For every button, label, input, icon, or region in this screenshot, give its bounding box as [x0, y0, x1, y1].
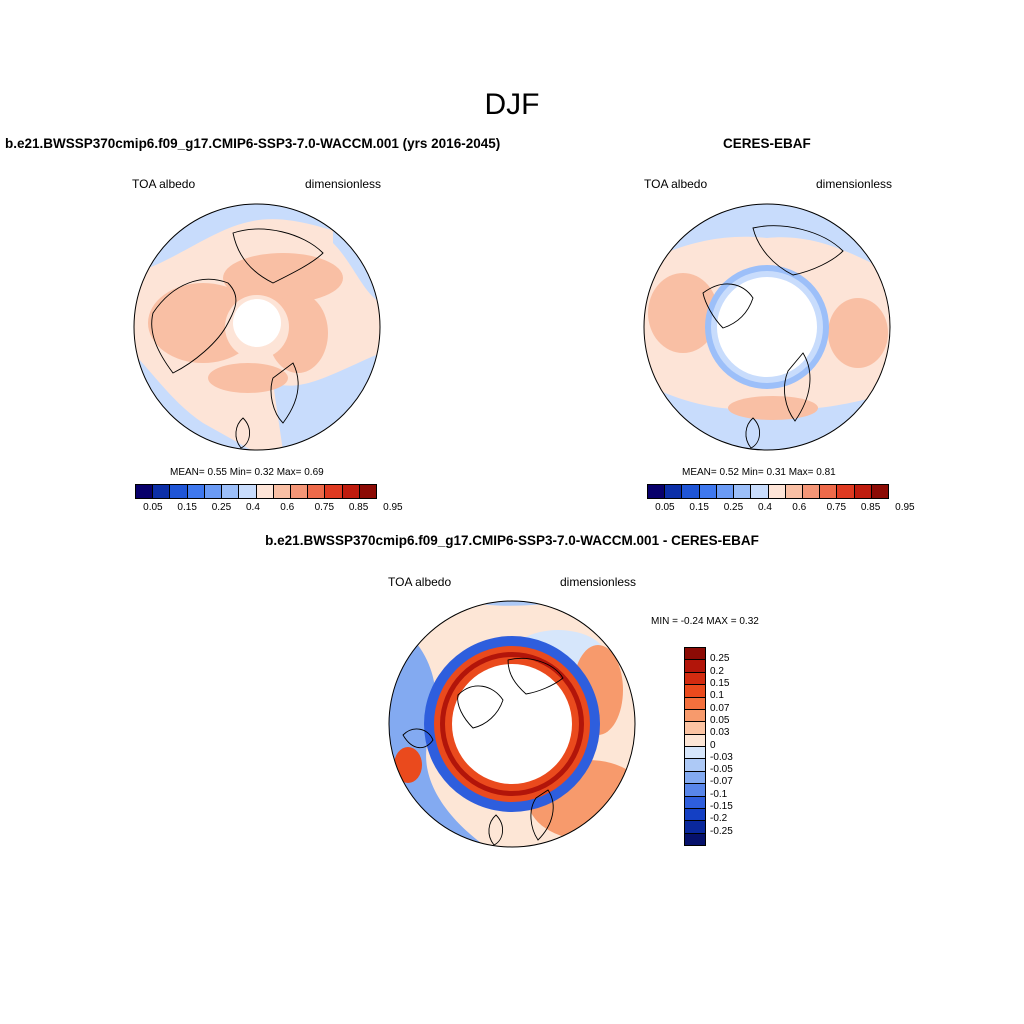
- colorbar-swatch: [685, 796, 705, 809]
- colorbar-tick-label: -0.25: [710, 825, 733, 837]
- colorbar-swatch: [685, 722, 705, 735]
- colorbar-swatch: [685, 648, 705, 661]
- colorbar-swatch: [170, 485, 188, 498]
- panel3-minmax: MIN = -0.24 MAX = 0.32: [651, 616, 759, 627]
- panel1-colorbar: [135, 484, 377, 499]
- panel2-variable: TOA albedo: [644, 177, 708, 191]
- colorbar-swatch: [854, 485, 872, 498]
- colorbar-swatch: [685, 660, 705, 673]
- colorbar-swatch: [153, 485, 171, 498]
- colorbar-swatch: [685, 747, 705, 760]
- colorbar-tick-label: -0.03: [710, 751, 733, 763]
- colorbar-tick-label: 0.07: [710, 702, 730, 714]
- panel2-units: dimensionless: [816, 177, 893, 191]
- colorbar-swatch: [325, 485, 343, 498]
- colorbar-swatch: [187, 485, 205, 498]
- colorbar-swatch: [685, 709, 705, 723]
- colorbar-tick-label: 0.15: [710, 677, 730, 689]
- panel3-units: dimensionless: [560, 575, 637, 589]
- colorbar-swatch: [136, 485, 154, 498]
- colorbar-tick-label: 0.25: [710, 653, 730, 665]
- colorbar-swatch: [685, 759, 705, 772]
- colorbar-swatch: [342, 485, 360, 498]
- colorbar-tick-label: 0.1: [710, 690, 724, 702]
- panel3-colorbar-labels: 0.25 0.2 0.15 0.1 0.07 0.05 0.03 0 -0.03 -0.05 -0.…: [710, 647, 770, 844]
- colorbar-tick-label: 0: [710, 739, 716, 751]
- colorbar-tick-label: 0.4: [246, 502, 260, 513]
- colorbar-swatch: [273, 485, 291, 498]
- colorbar-tick-label: -0.07: [710, 776, 733, 788]
- colorbar-swatch: [648, 485, 666, 498]
- colorbar-swatch: [768, 485, 786, 498]
- colorbar-tick-label: 0.25: [723, 502, 744, 513]
- colorbar-swatch: [685, 672, 705, 686]
- panel1-units: dimensionless: [305, 177, 382, 191]
- colorbar-swatch: [685, 821, 705, 834]
- colorbar-tick-label: 0.4: [758, 502, 772, 513]
- panel3-title: b.e21.BWSSP370cmip6.f09_g17.CMIP6-SSP3-7…: [265, 533, 759, 548]
- colorbar-swatch: [204, 485, 223, 498]
- colorbar-swatch: [685, 784, 705, 797]
- colorbar-tick-label: -0.2: [710, 813, 728, 825]
- colorbar-tick-label: 0.25: [211, 502, 232, 513]
- colorbar-tick-label: 0.75: [314, 502, 335, 513]
- colorbar-swatch: [837, 485, 855, 498]
- panel1-title: b.e21.BWSSP370cmip6.f09_g17.CMIP6-SSP3-7…: [5, 136, 501, 151]
- colorbar-tick-label: 0.15: [689, 502, 709, 513]
- colorbar-swatch: [699, 485, 717, 498]
- panel2-stats: MEAN= 0.52 Min= 0.31 Max= 0.81: [682, 467, 836, 478]
- colorbar-swatch: [716, 485, 735, 498]
- colorbar-tick-label: 0.2: [710, 665, 724, 677]
- panel2-colorbar: [647, 484, 889, 499]
- colorbar-swatch: [820, 485, 838, 498]
- colorbar-swatch: [734, 485, 752, 498]
- panel2-polar-map: [643, 203, 891, 451]
- colorbar-tick-label: 0.85: [860, 502, 881, 513]
- colorbar-swatch: [802, 485, 821, 498]
- colorbar-tick-label: -0.1: [710, 788, 728, 800]
- colorbar-swatch: [871, 485, 889, 498]
- colorbar-swatch: [685, 734, 705, 747]
- colorbar-tick-label: 0.05: [710, 714, 730, 726]
- colorbar-tick-label: 0.05: [655, 502, 675, 513]
- panel1-stats: MEAN= 0.55 Min= 0.32 Max= 0.69: [170, 467, 324, 478]
- colorbar-swatch: [685, 808, 705, 822]
- panel1-colorbar-labels: 0.05 0.15 0.25 0.4 0.6 0.75 0.85 0.95: [135, 502, 402, 514]
- colorbar-swatch: [685, 771, 705, 785]
- colorbar-swatch: [290, 485, 309, 498]
- colorbar-tick-label: 0.6: [280, 502, 295, 513]
- colorbar-tick-label: -0.05: [710, 764, 733, 776]
- colorbar-swatch: [751, 485, 769, 498]
- colorbar-tick-label: 0.95: [895, 502, 915, 513]
- panel2-colorbar-labels: 0.05 0.15 0.25 0.4 0.6 0.75 0.85 0.95: [647, 502, 914, 514]
- panel2-title: CERES-EBAF: [723, 136, 811, 151]
- colorbar-swatch: [785, 485, 803, 498]
- colorbar-tick-label: -0.15: [710, 801, 733, 813]
- figure-title: DJF: [484, 88, 540, 121]
- colorbar-tick-label: 0.15: [177, 502, 197, 513]
- panel3-polar-map: [388, 600, 636, 848]
- colorbar-swatch: [222, 485, 240, 498]
- colorbar-swatch: [308, 485, 326, 498]
- panel3-colorbar: [684, 647, 706, 846]
- colorbar-swatch: [239, 485, 257, 498]
- colorbar-swatch: [682, 485, 700, 498]
- colorbar-tick-label: 0.75: [826, 502, 847, 513]
- colorbar-swatch: [685, 833, 705, 845]
- panel1-polar-map: [133, 203, 381, 451]
- panel1-variable: TOA albedo: [132, 177, 196, 191]
- colorbar-swatch: [685, 697, 705, 710]
- colorbar-tick-label: 0.05: [143, 502, 163, 513]
- colorbar-swatch: [256, 485, 274, 498]
- colorbar-tick-label: 0.6: [792, 502, 807, 513]
- colorbar-tick-label: 0.85: [348, 502, 369, 513]
- colorbar-swatch: [359, 485, 377, 498]
- panel3-variable: TOA albedo: [388, 575, 452, 589]
- colorbar-tick-label: 0.03: [710, 727, 730, 739]
- colorbar-tick-label: 0.95: [383, 502, 403, 513]
- colorbar-swatch: [685, 685, 705, 698]
- colorbar-swatch: [665, 485, 683, 498]
